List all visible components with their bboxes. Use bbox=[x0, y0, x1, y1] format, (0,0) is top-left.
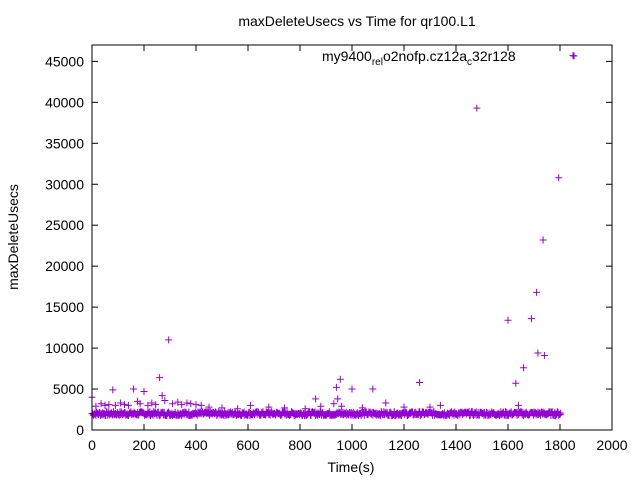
x-tick-label: 1400 bbox=[440, 437, 471, 453]
x-tick-label: 1200 bbox=[388, 437, 419, 453]
data-point bbox=[117, 399, 125, 407]
data-point bbox=[512, 379, 520, 387]
data-point bbox=[555, 174, 563, 182]
data-point bbox=[265, 403, 273, 411]
data-point bbox=[144, 401, 152, 409]
legend-marker bbox=[570, 52, 578, 60]
y-tick-label: 10000 bbox=[45, 340, 84, 356]
data-point-baseline bbox=[556, 410, 564, 418]
data-point bbox=[369, 385, 377, 393]
data-point bbox=[247, 401, 255, 409]
x-tick-label: 800 bbox=[288, 437, 312, 453]
x-tick-label: 2000 bbox=[596, 437, 627, 453]
data-point bbox=[105, 401, 113, 409]
data-point bbox=[527, 315, 535, 323]
data-point bbox=[234, 405, 242, 413]
data-point bbox=[169, 400, 177, 408]
y-tick-label: 0 bbox=[76, 422, 84, 438]
data-point bbox=[148, 399, 156, 407]
data-point bbox=[187, 400, 195, 408]
x-tick-label: 1000 bbox=[336, 437, 367, 453]
data-point bbox=[534, 349, 542, 357]
data-point bbox=[197, 401, 205, 409]
x-tick-label: 200 bbox=[132, 437, 156, 453]
data-point bbox=[218, 404, 226, 412]
data-point bbox=[514, 401, 522, 409]
legend-label-part: rel bbox=[372, 57, 383, 68]
legend-label-part: o bbox=[383, 48, 391, 64]
data-point bbox=[156, 374, 164, 382]
data-point bbox=[121, 401, 128, 409]
data-point bbox=[426, 403, 434, 411]
data-point bbox=[92, 402, 100, 410]
data-point bbox=[178, 401, 186, 409]
data-point bbox=[124, 401, 132, 409]
data-point bbox=[539, 236, 547, 244]
data-point bbox=[330, 400, 338, 408]
data-point bbox=[400, 403, 408, 411]
legend-label-part: c bbox=[467, 57, 472, 68]
points-layer bbox=[88, 52, 577, 420]
data-point bbox=[97, 400, 105, 408]
data-point bbox=[332, 383, 340, 391]
y-tick-label: 25000 bbox=[45, 217, 84, 233]
y-tick-label: 35000 bbox=[45, 135, 84, 151]
legend-label-part: my9400 bbox=[322, 48, 372, 64]
data-point bbox=[336, 375, 344, 383]
chart-title: maxDeleteUsecs vs Time for qr100.L1 bbox=[238, 13, 476, 29]
data-point bbox=[158, 392, 166, 400]
data-point bbox=[165, 336, 173, 344]
data-point bbox=[358, 404, 366, 412]
legend-label-part: 2nofp.cz12a bbox=[391, 48, 467, 64]
data-point bbox=[317, 402, 325, 410]
data-point bbox=[140, 388, 148, 395]
data-point bbox=[192, 401, 200, 409]
x-tick-label: 0 bbox=[88, 437, 96, 453]
data-point bbox=[312, 395, 320, 403]
y-tick-label: 45000 bbox=[45, 53, 84, 69]
data-point bbox=[382, 399, 390, 407]
legend-label-part: 32r128 bbox=[472, 48, 516, 64]
x-axis-label: Time(s) bbox=[328, 459, 375, 475]
plot-area-frame bbox=[91, 44, 613, 431]
data-point bbox=[280, 404, 288, 412]
y-tick-label: 40000 bbox=[45, 94, 84, 110]
data-point bbox=[130, 385, 138, 393]
data-point bbox=[520, 364, 528, 372]
data-point bbox=[101, 401, 109, 409]
data-point bbox=[334, 395, 342, 403]
data-point bbox=[161, 397, 169, 405]
data-point bbox=[136, 400, 144, 408]
data-point bbox=[473, 104, 481, 112]
data-point bbox=[109, 386, 117, 394]
data-point bbox=[540, 351, 548, 359]
y-tick-label: 20000 bbox=[45, 258, 84, 274]
data-point-baseline bbox=[557, 409, 565, 417]
data-point bbox=[348, 385, 356, 393]
data-point bbox=[152, 401, 160, 409]
legend-label: my9400relo2nofp.cz12ac32r128 bbox=[322, 48, 516, 68]
data-point bbox=[111, 401, 119, 409]
x-tick-label: 600 bbox=[236, 437, 260, 453]
data-point bbox=[504, 316, 512, 324]
y-tick-label: 30000 bbox=[45, 176, 84, 192]
data-point bbox=[416, 378, 424, 386]
data-point bbox=[183, 399, 191, 407]
axis-ticks: 0 200 400 600 800 1000 1200 1400 1600 1800 2000050… bbox=[45, 45, 628, 453]
legend: my9400relo2nofp.cz12ac32r128 bbox=[322, 48, 578, 68]
x-tick-label: 1800 bbox=[544, 437, 575, 453]
data-point bbox=[533, 288, 541, 296]
x-tick-label: 1600 bbox=[492, 437, 523, 453]
data-point bbox=[205, 403, 213, 411]
data-point bbox=[436, 401, 444, 409]
y-tick-label: 15000 bbox=[45, 299, 84, 315]
data-point bbox=[301, 405, 309, 413]
data-point bbox=[174, 398, 182, 406]
y-tick-label: 5000 bbox=[53, 381, 84, 397]
x-tick-label: 400 bbox=[184, 437, 208, 453]
y-axis-label: maxDeleteUsecs bbox=[5, 184, 21, 290]
data-point bbox=[338, 402, 346, 410]
